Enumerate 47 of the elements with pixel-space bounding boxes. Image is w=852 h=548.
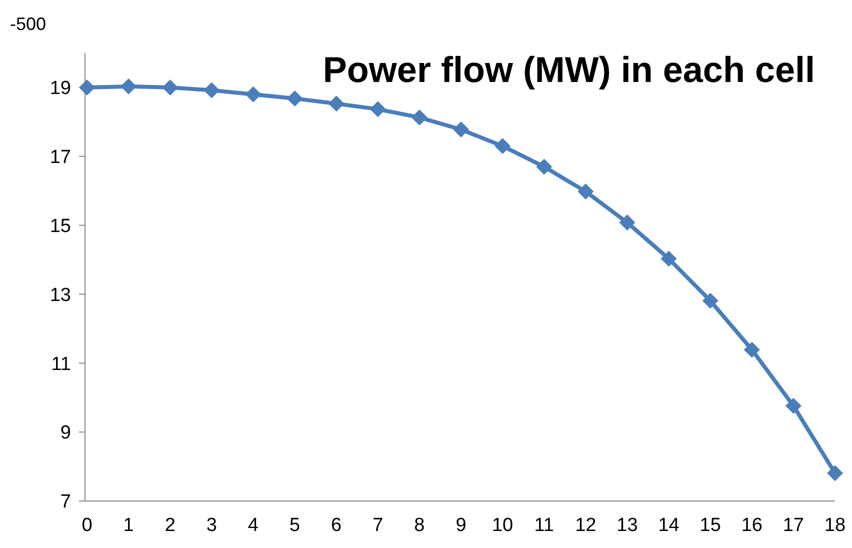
x-tick-label: 5 bbox=[289, 515, 300, 536]
x-tick-label: 10 bbox=[492, 515, 514, 536]
x-tick-label: 15 bbox=[700, 515, 721, 536]
point bbox=[619, 214, 636, 231]
x-tick-label: 0 bbox=[82, 515, 92, 536]
y-tick-label: 19 bbox=[50, 78, 71, 100]
point bbox=[578, 184, 594, 200]
x-tick-label: 3 bbox=[206, 515, 217, 536]
x-tick-label: 7 bbox=[372, 515, 384, 536]
y-tick-label: 9 bbox=[60, 422, 71, 444]
x-tick-label: 17 bbox=[782, 515, 804, 536]
point bbox=[79, 79, 95, 96]
point bbox=[744, 342, 760, 358]
y-tick-label: 11 bbox=[51, 354, 71, 375]
x-tick-label: 2 bbox=[164, 515, 176, 536]
y-tick-label: 17 bbox=[50, 147, 71, 168]
point bbox=[162, 79, 178, 96]
x-tick-label: 16 bbox=[741, 515, 762, 536]
x-tick-label: 18 bbox=[824, 515, 846, 536]
chart-title: Power flow (MW) in each cell bbox=[322, 49, 815, 90]
x-tick-label: 9 bbox=[456, 515, 466, 536]
point bbox=[204, 82, 220, 98]
x-tick-label: 14 bbox=[658, 515, 680, 536]
point bbox=[827, 465, 843, 482]
point bbox=[494, 138, 511, 154]
point bbox=[370, 101, 386, 118]
point bbox=[328, 96, 344, 112]
point bbox=[286, 90, 303, 106]
x-tick-label: 6 bbox=[331, 515, 342, 536]
x-tick-label: 1 bbox=[123, 515, 134, 536]
point bbox=[245, 86, 262, 102]
point bbox=[120, 78, 137, 94]
x-tick-label: 12 bbox=[575, 515, 596, 536]
point bbox=[453, 122, 469, 138]
text: -500 bbox=[10, 14, 46, 34]
point bbox=[660, 250, 677, 267]
y-tick-label: 15 bbox=[50, 216, 71, 237]
point bbox=[411, 109, 428, 126]
point bbox=[702, 292, 718, 309]
point bbox=[785, 398, 802, 414]
point bbox=[536, 158, 552, 175]
y-tick-label: 7 bbox=[60, 492, 71, 513]
x-tick-label: 13 bbox=[616, 515, 638, 536]
y-tick-label: 13 bbox=[50, 284, 71, 306]
x-tick-label: 11 bbox=[534, 515, 554, 536]
x-tick-label: 8 bbox=[414, 515, 425, 536]
x-tick-label: 4 bbox=[248, 515, 259, 536]
